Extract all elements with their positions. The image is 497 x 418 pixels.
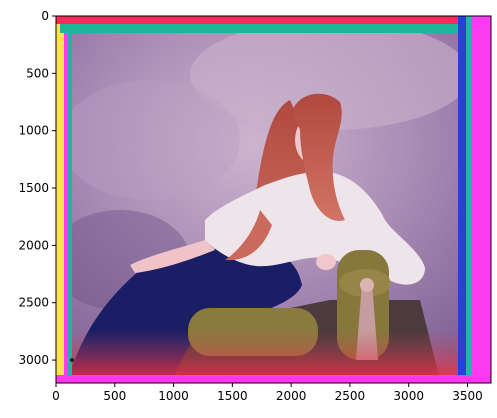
y-tick-label: 1000 (18, 124, 49, 138)
border-top-green (60, 24, 470, 33)
y-tick-label: 1500 (18, 181, 49, 195)
y-axis: 0 500 1000 1500 2000 2500 3000 (18, 9, 56, 367)
border-right-green (466, 16, 472, 383)
hand (316, 254, 336, 270)
x-tick-label: 3000 (393, 389, 424, 403)
y-tick-label: 500 (26, 66, 49, 80)
x-tick-label: 0 (52, 389, 60, 403)
corner-dot (70, 358, 74, 362)
bottom-glow (56, 330, 491, 383)
x-tick-label: 500 (103, 389, 126, 403)
axes-frame (55, 15, 492, 384)
border-right-magenta (472, 16, 491, 383)
y-tick-label: 3000 (18, 353, 49, 367)
hair-front (292, 93, 345, 221)
x-tick-label: 3500 (452, 389, 483, 403)
x-tick-label: 2500 (335, 389, 366, 403)
arm (130, 240, 215, 273)
border-bottom-magenta (56, 375, 491, 383)
x-axis: 0 500 1000 1500 2000 2500 3000 3500 (52, 383, 483, 403)
border-right-blue (458, 16, 466, 383)
y-tick-label: 2500 (18, 296, 49, 310)
photo-image (56, 16, 491, 383)
border-left-magenta (64, 16, 68, 383)
hair-strands (225, 210, 272, 261)
tassel-knob (360, 278, 374, 292)
border-top-red (56, 16, 491, 24)
x-tick-label: 1500 (217, 389, 248, 403)
border-left-yellow (56, 16, 64, 383)
x-tick-label: 2000 (276, 389, 307, 403)
x-tick-label: 1000 (158, 389, 189, 403)
background-light-patch-2 (60, 80, 240, 200)
y-tick-label: 2000 (18, 238, 49, 252)
border-left-green (68, 16, 72, 383)
background-light-patch (190, 20, 470, 130)
y-tick-label: 0 (41, 9, 49, 23)
